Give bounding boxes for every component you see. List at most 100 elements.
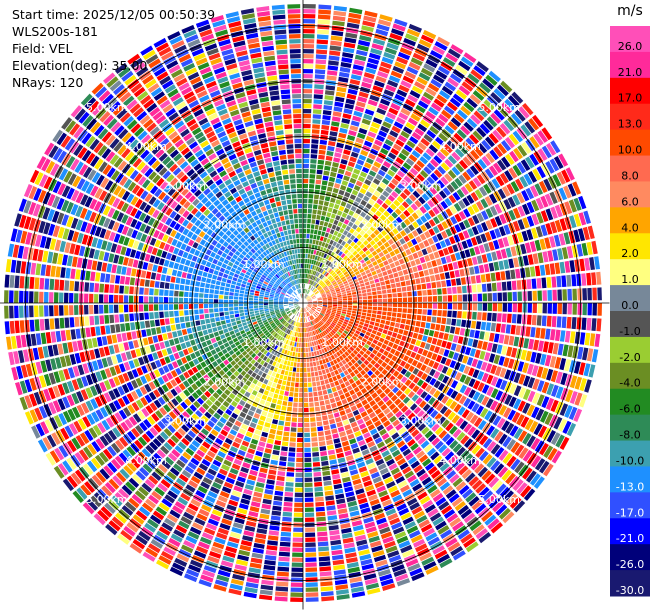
range-gate (539, 460, 550, 474)
range-gate (477, 393, 485, 404)
range-gate (412, 376, 420, 384)
range-gate (163, 428, 173, 437)
range-gate (212, 541, 225, 550)
range-gate (74, 469, 86, 482)
range-gate (181, 356, 188, 364)
range-gate (417, 290, 422, 296)
range-gate (232, 337, 239, 343)
range-gate (315, 271, 319, 277)
range-gate (148, 391, 157, 401)
range-gate (537, 380, 545, 392)
range-gate (176, 459, 186, 469)
range-gate (187, 377, 194, 385)
range-gate (412, 332, 419, 339)
range-gate (174, 557, 188, 567)
range-gate (229, 468, 239, 475)
range-gate (303, 218, 307, 224)
range-gate (339, 317, 345, 321)
range-gate (355, 262, 361, 268)
range-gate (278, 461, 287, 467)
range-gate (369, 280, 375, 285)
range-gate (484, 473, 496, 485)
range-gate (342, 300, 348, 303)
range-gate (137, 436, 148, 447)
range-gate (298, 407, 303, 413)
range-gate (535, 408, 545, 421)
range-gate (305, 327, 308, 332)
range-gate (332, 433, 339, 439)
range-gate (479, 82, 491, 94)
range-gate (235, 559, 248, 567)
range-gate (322, 270, 326, 275)
range-gate (565, 389, 574, 403)
range-gate (298, 332, 300, 337)
range-gate (304, 312, 306, 318)
range-gate (134, 439, 144, 450)
range-gate (423, 444, 433, 453)
range-gate (81, 402, 90, 414)
range-gate (537, 290, 542, 301)
range-gate (481, 210, 489, 220)
range-gate (406, 206, 415, 214)
range-gate (322, 295, 327, 298)
range-gate (282, 332, 286, 337)
range-gate (317, 285, 321, 290)
range-gate (321, 276, 326, 281)
range-gate (209, 446, 219, 454)
range-gate (71, 406, 81, 419)
range-gate (170, 379, 178, 387)
range-gate (457, 109, 468, 120)
range-gate (233, 408, 241, 415)
range-gate (193, 453, 203, 462)
range-gate (316, 511, 326, 517)
range-gate (375, 75, 387, 83)
range-gate (334, 101, 344, 108)
range-gate (93, 492, 106, 504)
range-gate (256, 445, 265, 452)
range-gate (391, 317, 396, 322)
range-gate (307, 303, 313, 305)
range-gate (442, 264, 449, 272)
range-gate (185, 354, 192, 362)
range-gate (141, 448, 152, 458)
range-gate (496, 126, 507, 138)
range-gate (424, 462, 435, 471)
range-gate (145, 547, 159, 558)
range-gate (303, 402, 309, 408)
range-gate (179, 365, 187, 373)
range-gate (313, 271, 317, 276)
range-gate (299, 312, 301, 317)
range-gate (383, 350, 389, 357)
range-gate (309, 362, 313, 367)
range-gate (231, 490, 242, 498)
range-gate (424, 430, 434, 439)
range-gate (434, 41, 448, 51)
range-gate (305, 577, 318, 582)
range-gate (283, 431, 290, 437)
range-gate (309, 274, 312, 280)
range-gate (309, 234, 314, 239)
range-gate (343, 445, 351, 452)
range-gate (335, 199, 342, 205)
range-gate (275, 480, 285, 487)
range-gate (424, 221, 432, 230)
range-gate (536, 278, 542, 289)
range-gate (366, 157, 374, 165)
range-gate (351, 474, 360, 481)
range-gate (384, 437, 393, 445)
range-gate (372, 299, 378, 303)
range-gate (461, 240, 468, 249)
range-gate (394, 93, 405, 102)
range-gate (437, 310, 442, 317)
range-gate (313, 94, 323, 100)
range-gate (338, 245, 344, 251)
range-gate (156, 449, 166, 459)
range-gate (464, 328, 470, 337)
range-gate (412, 308, 417, 314)
range-gate (378, 103, 389, 111)
range-gate (340, 383, 346, 389)
range-gate (347, 245, 353, 251)
range-gate (317, 299, 322, 301)
range-gate (565, 167, 575, 181)
range-gate (353, 185, 361, 192)
